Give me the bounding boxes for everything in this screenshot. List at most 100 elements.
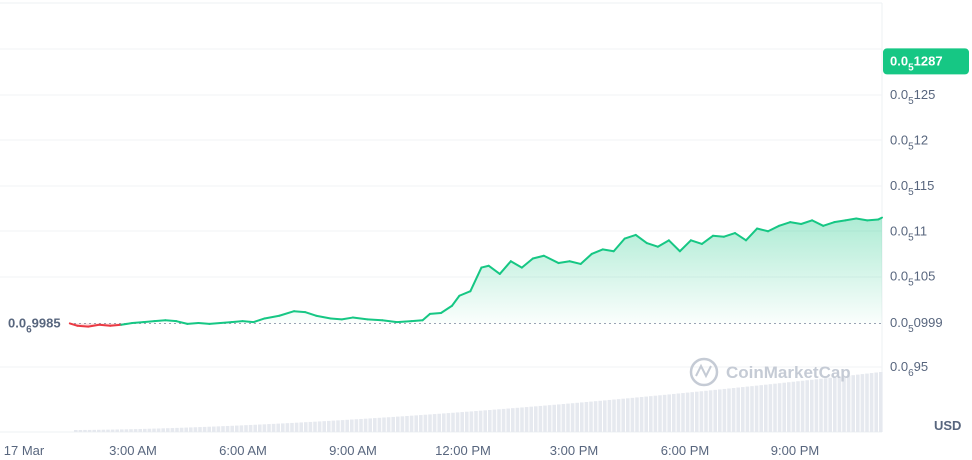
price-segment [612, 237, 626, 253]
volume-bar [662, 394, 667, 432]
price-segment [164, 319, 178, 323]
volume-bar [170, 428, 175, 432]
volume-bar [409, 415, 414, 432]
volume-bar [676, 393, 681, 432]
volume-bar [377, 417, 382, 432]
volume-bar [198, 427, 202, 432]
volume-bar [626, 398, 630, 432]
volume-bar [515, 407, 520, 432]
volume-bar [359, 418, 363, 432]
x-tick-label: 12:00 PM [435, 443, 491, 458]
volume-bar [110, 429, 115, 432]
volume-bar [814, 379, 819, 432]
volume-bar [791, 381, 796, 432]
volume-bars [74, 372, 883, 432]
price-segment [87, 323, 101, 328]
volume-bar [589, 401, 593, 432]
x-tick-label: 9:00 AM [329, 443, 377, 458]
volume-bar [276, 423, 280, 432]
volume-bar [534, 406, 538, 432]
volume-bar [419, 415, 423, 432]
volume-bar [828, 377, 832, 432]
price-segment [844, 217, 858, 222]
volume-bar [543, 405, 547, 432]
price-segment [109, 323, 123, 327]
price-segment [451, 294, 461, 307]
price-segment [711, 234, 725, 238]
price-segment [557, 260, 571, 265]
volume-bar [759, 385, 763, 432]
price-segment [568, 260, 582, 265]
volume-bar [708, 390, 713, 432]
volume-bar [547, 405, 552, 432]
volume-bar [846, 375, 851, 432]
volume-bar [423, 414, 428, 432]
price-segment [458, 290, 472, 297]
x-tick-label: 3:00 AM [109, 443, 157, 458]
price-segment [579, 252, 593, 265]
volume-bar [823, 378, 828, 432]
volume-bar [865, 373, 869, 432]
price-segment [498, 260, 512, 275]
volume-bar [446, 413, 451, 432]
volume-bar [248, 424, 253, 432]
volume-bar [653, 395, 658, 432]
price-segment [340, 316, 354, 321]
price-segment [645, 242, 659, 248]
volume-bar [304, 422, 308, 432]
volume-bar [432, 414, 437, 432]
price-segment [68, 322, 79, 327]
volume-bar [658, 395, 662, 432]
volume-bar [695, 391, 699, 432]
y-tick-label: 0.0512 [890, 132, 928, 152]
volume-bar [722, 388, 727, 432]
volume-bar [639, 397, 644, 432]
volume-bar [442, 413, 446, 432]
volume-bar [235, 425, 239, 432]
volume-bar [465, 411, 469, 432]
x-tick-label: 9:00 PM [771, 443, 819, 458]
volume-bar [281, 423, 285, 432]
volume-bar [391, 416, 395, 432]
volume-bar [428, 414, 432, 432]
volume-bar [478, 410, 483, 432]
price-segment [252, 317, 266, 324]
volume-bar [736, 387, 740, 432]
volume-bar [612, 399, 616, 432]
volume-bar [308, 421, 313, 432]
volume-bar [106, 429, 110, 432]
volume-bar [635, 397, 639, 432]
price-segment [153, 319, 167, 323]
volume-bar [593, 401, 598, 432]
price-segment [304, 311, 318, 317]
volume-bar [92, 429, 96, 432]
volume-bar [124, 429, 129, 432]
volume-bar [161, 428, 165, 432]
price-segment [315, 314, 332, 320]
volume-bar [271, 423, 276, 432]
price-segment [634, 233, 648, 245]
volume-bar [667, 394, 671, 432]
volume-bar [207, 426, 211, 432]
volume-bar [331, 420, 336, 432]
volume-bar [239, 425, 244, 432]
volume-bar [133, 429, 138, 432]
volume-bar [800, 380, 805, 432]
volume-bar [138, 428, 142, 432]
price-segment [734, 232, 748, 242]
volume-bar [598, 400, 602, 432]
y-tick-label: 0.05125 [890, 87, 935, 107]
price-segment [590, 248, 604, 255]
price-segment [440, 304, 454, 315]
volume-bar [258, 424, 262, 432]
price-segment [689, 239, 703, 245]
price-segment [789, 221, 803, 225]
volume-bar [731, 388, 736, 432]
price-segment [811, 219, 825, 227]
volume-bar [727, 388, 731, 432]
volume-bar [833, 377, 837, 432]
volume-bar [147, 428, 152, 432]
price-segment [656, 239, 670, 248]
volume-bar [87, 429, 92, 432]
